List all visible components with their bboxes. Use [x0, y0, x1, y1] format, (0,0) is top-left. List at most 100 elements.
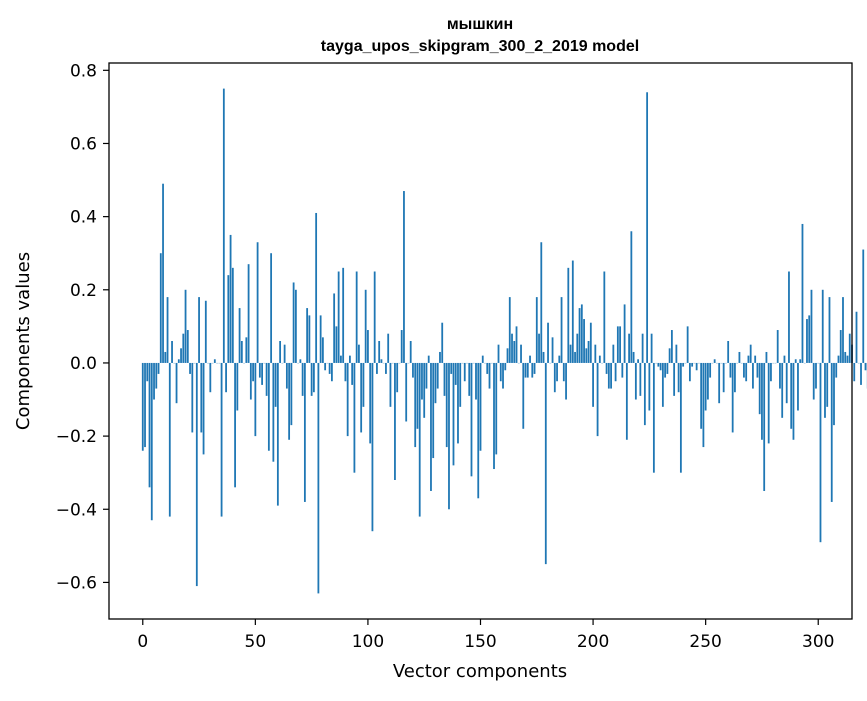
- bar: [444, 363, 446, 396]
- bar: [826, 363, 828, 407]
- x-tick-label: 250: [689, 632, 721, 652]
- bar: [223, 89, 225, 363]
- bar: [565, 363, 567, 400]
- bar: [453, 363, 455, 465]
- bar: [680, 363, 682, 473]
- bar: [356, 272, 358, 363]
- bar: [405, 363, 407, 422]
- bar: [432, 363, 434, 458]
- bar: [540, 242, 542, 363]
- bar: [160, 253, 162, 363]
- bar: [761, 363, 763, 440]
- bar: [739, 352, 741, 363]
- bar: [374, 272, 376, 363]
- bar: [691, 363, 693, 367]
- bar: [529, 356, 531, 363]
- bar: [144, 363, 146, 447]
- bar: [295, 290, 297, 363]
- bar: [558, 356, 560, 363]
- bar: [277, 363, 279, 506]
- bar: [471, 363, 473, 476]
- bar: [331, 363, 333, 381]
- x-tick-label: 200: [577, 632, 609, 652]
- y-tick-label: −0.4: [56, 500, 97, 520]
- bar: [317, 363, 319, 593]
- bar: [644, 363, 646, 425]
- bar: [730, 363, 732, 378]
- bar: [646, 92, 648, 363]
- bar: [336, 326, 338, 363]
- bar: [583, 319, 585, 363]
- bar: [187, 330, 189, 363]
- bar: [387, 334, 389, 363]
- bar: [378, 341, 380, 363]
- bar: [178, 359, 180, 363]
- bar: [853, 363, 855, 381]
- bar: [146, 363, 148, 381]
- bar: [687, 326, 689, 363]
- bar: [414, 363, 416, 447]
- bar: [660, 363, 662, 370]
- bar: [786, 363, 788, 403]
- bar: [743, 363, 745, 378]
- bar: [525, 363, 527, 378]
- bar: [180, 348, 182, 363]
- x-tick-label: 150: [464, 632, 496, 652]
- bar: [441, 323, 443, 363]
- bar: [149, 363, 151, 487]
- bar: [682, 363, 684, 367]
- bar: [507, 348, 509, 363]
- y-tick-label: −0.2: [56, 427, 97, 447]
- bar: [522, 363, 524, 429]
- bar: [171, 341, 173, 363]
- bar: [182, 334, 184, 363]
- bar: [254, 363, 256, 436]
- bar: [448, 363, 450, 509]
- bar: [842, 297, 844, 363]
- bar: [509, 297, 511, 363]
- bar: [315, 213, 317, 363]
- bar: [164, 352, 166, 363]
- bar: [567, 268, 569, 363]
- bar: [340, 356, 342, 363]
- bar: [635, 363, 637, 400]
- bar: [227, 275, 229, 363]
- bar: [200, 363, 202, 433]
- bar: [304, 363, 306, 502]
- bar: [372, 363, 374, 531]
- bar: [603, 272, 605, 363]
- bar: [795, 359, 797, 363]
- bar: [714, 359, 716, 363]
- bar: [286, 363, 288, 389]
- x-tick-label: 100: [352, 632, 384, 652]
- bar: [662, 363, 664, 407]
- bar: [191, 363, 193, 433]
- bar: [376, 363, 378, 374]
- bar: [306, 308, 308, 363]
- bar: [245, 337, 247, 363]
- bar: [637, 359, 639, 363]
- bar: [844, 352, 846, 363]
- bar: [270, 253, 272, 363]
- bar: [236, 363, 238, 411]
- bar: [790, 363, 792, 429]
- bar: [777, 330, 779, 363]
- bar: [709, 363, 711, 378]
- bar: [808, 315, 810, 363]
- bar: [176, 363, 178, 403]
- bar: [820, 363, 822, 542]
- x-tick-label: 300: [802, 632, 834, 652]
- bar: [669, 348, 671, 363]
- bar: [500, 363, 502, 381]
- bar: [225, 363, 227, 392]
- bar: [234, 363, 236, 487]
- x-tick-label: 50: [245, 632, 267, 652]
- bar: [865, 363, 867, 370]
- bar: [657, 363, 659, 367]
- bar: [232, 268, 234, 363]
- bar: [642, 334, 644, 363]
- bar: [766, 352, 768, 363]
- bar: [770, 363, 772, 381]
- bar: [597, 363, 599, 436]
